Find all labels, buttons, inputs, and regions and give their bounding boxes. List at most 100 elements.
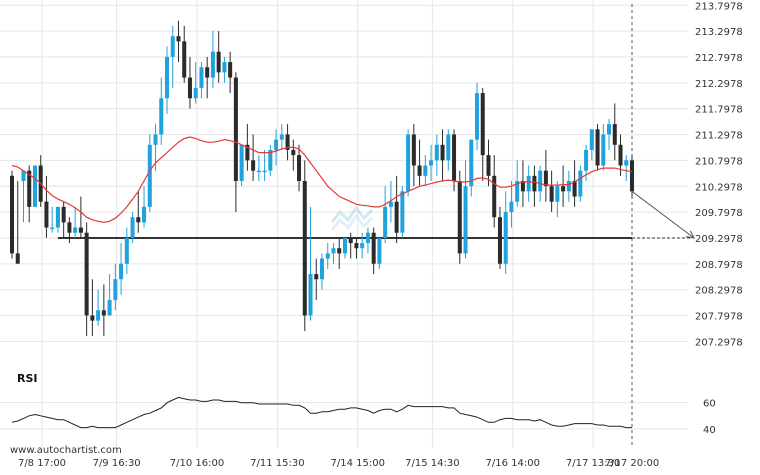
candle-body (595, 129, 600, 166)
y-tick-label: 213.7978 (695, 1, 743, 12)
y-tick-label: 210.2978 (695, 182, 743, 193)
candle-body (365, 232, 370, 244)
candle-body (199, 67, 204, 88)
forecast-arrow-line (631, 190, 695, 239)
y-tick-label: 208.7978 (695, 260, 743, 271)
candle-body (233, 77, 238, 181)
candle-body (216, 51, 221, 73)
candle-body (377, 237, 382, 264)
y-tick-label: 211.7978 (695, 105, 743, 116)
rsi-panel (11, 396, 632, 429)
candle-body (210, 51, 215, 78)
x-tick-label: 7/11 15:30 (250, 458, 304, 469)
candle-body (509, 201, 514, 213)
y-axis: 213.7978 213.2978 212.7978 212.2978 211.7978… (695, 1, 743, 436)
candle-body (27, 170, 32, 207)
candle-body (584, 149, 589, 171)
candle-body (411, 134, 416, 166)
candle-body (124, 237, 129, 264)
y-tick-label: 212.7978 (695, 53, 743, 64)
candle-body (348, 237, 353, 244)
candle-body (520, 181, 525, 192)
candle-body (222, 62, 227, 73)
candle-body (256, 170, 261, 173)
candle-body (463, 186, 468, 254)
candle-body (193, 87, 198, 99)
candle-body (187, 77, 192, 99)
forecast-arrow-head (686, 230, 695, 239)
y-tick-label: 212.2978 (695, 79, 743, 90)
candle-body (15, 253, 20, 264)
candle-body (32, 165, 37, 207)
candle-body (101, 310, 106, 316)
candle-body (572, 181, 577, 197)
candle-body (331, 248, 336, 254)
y-tick-label: 209.7978 (695, 208, 743, 219)
candle-body (73, 227, 78, 233)
candle-body (486, 155, 491, 176)
candle-body (113, 279, 118, 300)
candle-body (612, 124, 617, 145)
candle-body (164, 56, 170, 99)
candle-body (566, 181, 571, 192)
moving-average (11, 136, 633, 224)
candle-body (601, 134, 606, 166)
source-url[interactable]: www.autochartist.com (10, 445, 122, 456)
candle-body (342, 237, 347, 254)
rsi-tick-label: 40 (703, 425, 716, 436)
candle-body (268, 149, 273, 171)
candle-body (308, 274, 313, 316)
candle-body (325, 253, 330, 259)
candle-body (96, 310, 101, 321)
candle-body (285, 134, 290, 150)
candle-body (9, 175, 15, 254)
candle-body (291, 149, 296, 156)
candle-body (549, 186, 554, 202)
candle-body (44, 201, 49, 228)
candle-body (423, 165, 428, 176)
candle-body (228, 62, 233, 78)
candle-body (383, 206, 388, 238)
candle-body (561, 186, 566, 192)
candle-body (90, 315, 95, 321)
candle-body (21, 170, 26, 181)
candle-body (182, 41, 187, 78)
watermark-chevrons (330, 213, 374, 231)
candle-body (480, 93, 485, 156)
x-tick-label: 7/8 17:00 (18, 458, 66, 469)
candle-body (589, 129, 594, 150)
moving-average-line (11, 136, 633, 224)
candle-body (354, 243, 359, 249)
candle-body (497, 217, 502, 264)
candle-body (61, 206, 66, 223)
candle-body (84, 232, 89, 316)
watermark-chevrons (330, 205, 374, 223)
candle-body (440, 144, 445, 161)
candle-body (302, 181, 307, 316)
candle-body (394, 201, 399, 233)
candles (9, 20, 635, 337)
x-tick-label: 7/17 13:30 (566, 458, 620, 469)
candle-body (434, 144, 439, 161)
candle-body (159, 98, 164, 135)
candle-body (492, 175, 497, 218)
y-tick-label: 211.2978 (695, 131, 743, 142)
candle-body (515, 181, 520, 202)
candle-body (130, 217, 135, 238)
candle-body (629, 160, 635, 192)
candle-body (319, 258, 325, 280)
x-axis: 7/8 17:00 7/9 16:30 7/10 16:00 7/11 15:30 7/… (18, 458, 659, 469)
watermark-logo (330, 205, 374, 231)
candle-body (388, 201, 393, 207)
candle-body (371, 232, 376, 264)
y-tick-label: 207.7978 (695, 312, 743, 323)
forecast (631, 190, 695, 239)
candle-body (624, 160, 629, 166)
x-tick-label: 7/9 16:30 (93, 458, 141, 469)
candle-body (452, 134, 457, 181)
x-tick-label: 7/15 14:30 (405, 458, 459, 469)
y-tick-label: 210.7978 (695, 156, 743, 167)
candle-body (474, 93, 480, 140)
